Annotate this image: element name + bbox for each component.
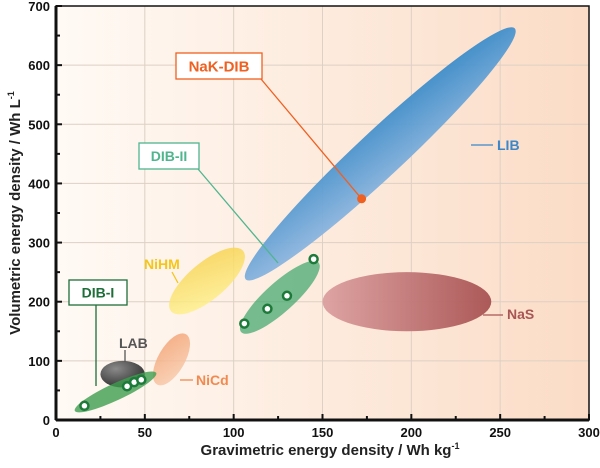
label-dib-ii: DIB-II [151, 148, 188, 164]
x-tick-label: 0 [52, 425, 59, 440]
x-tick-label: 200 [400, 425, 422, 440]
region-nas [322, 272, 492, 332]
point-nak-dib [357, 194, 367, 204]
label-box-nak-dib [175, 52, 263, 80]
x-tick-label: 150 [312, 425, 334, 440]
label-box-dib-ii [138, 142, 200, 170]
y-tick-label: 400 [28, 176, 50, 191]
leader-nak-dib [260, 78, 363, 200]
annotations: NaK-DIB DIB-II DIB-I LIB NaS NiHM NiCd LAB [68, 52, 534, 388]
y-tick-label: 200 [28, 295, 50, 310]
points [79, 194, 367, 412]
region-lib [244, 27, 516, 281]
label-lab: LAB [119, 335, 148, 351]
x-tick-label: 250 [489, 425, 511, 440]
axes: 0 50 100 150 200 250 300 0 100 200 300 400 500 600 700 [28, 0, 600, 440]
y-tick-label: 300 [28, 236, 50, 251]
point-dib-ii [308, 253, 319, 265]
region-nihm [169, 247, 245, 315]
y-tick-label: 100 [28, 354, 50, 369]
x-tick-label: 300 [578, 425, 600, 440]
x-axis-label: Gravimetric energy density / Wh kg-1 [201, 441, 460, 459]
region-nicd [152, 333, 191, 386]
y-tick-label: 0 [43, 413, 50, 428]
point-dib-ii [262, 303, 273, 315]
leader-nihm [171, 271, 179, 284]
x-tick-label: 50 [138, 425, 152, 440]
y-tick-label: 600 [28, 58, 50, 73]
point-dib-ii [239, 318, 250, 329]
label-nas: NaS [507, 306, 534, 322]
y-axis-label: Volumetric energy density / Wh L-1 [6, 91, 24, 335]
point-dib-i [79, 400, 90, 412]
label-lib: LIB [497, 137, 520, 153]
label-nihm: NiHM [144, 256, 180, 272]
label-dib-i: DIB-I [82, 285, 115, 301]
point-dib-i [136, 374, 147, 386]
label-nicd: NiCd [196, 372, 229, 388]
leader-dib-ii [197, 168, 279, 264]
point-dib-ii [281, 290, 293, 302]
y-tick-label: 500 [28, 117, 50, 132]
label-box-dib-i [68, 279, 128, 306]
label-nak-dib: NaK-DIB [189, 58, 250, 75]
x-tick-label: 100 [223, 425, 245, 440]
region-dib-ii [239, 260, 320, 334]
y-tick-label: 700 [28, 0, 50, 14]
